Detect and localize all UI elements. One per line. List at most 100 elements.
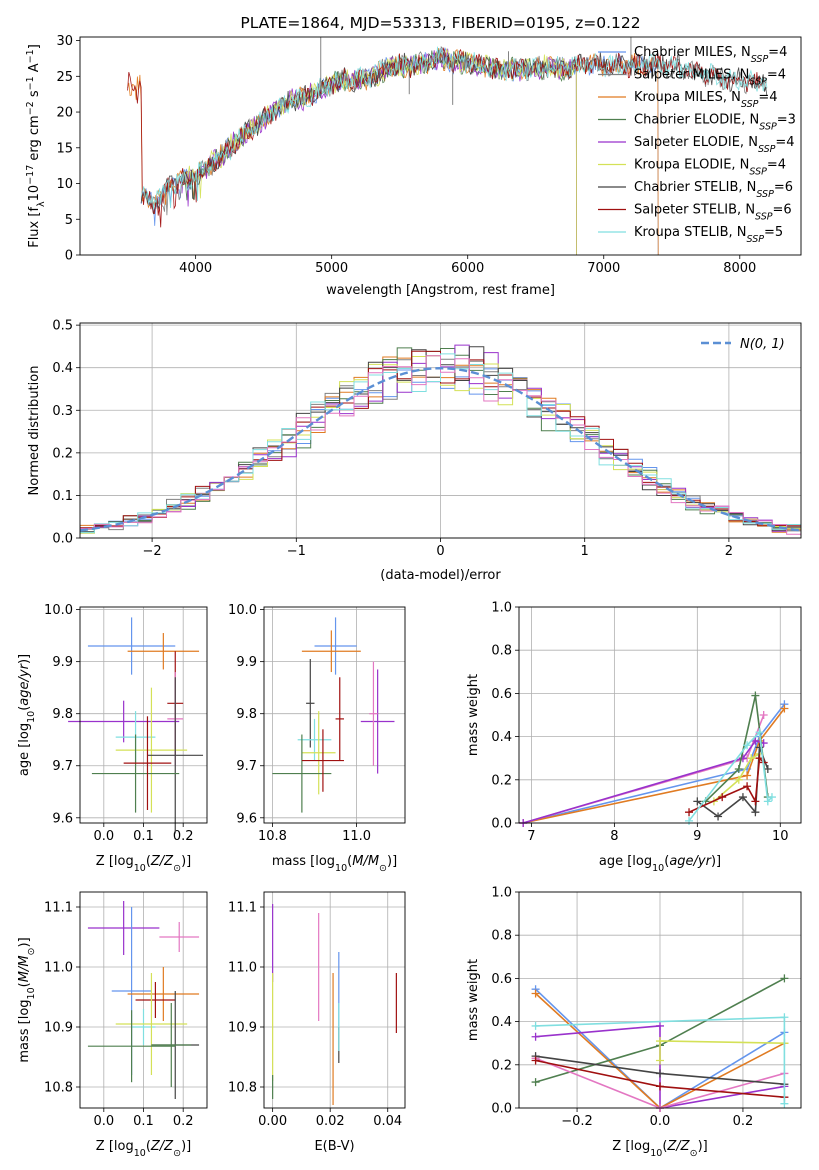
weight-marker xyxy=(759,711,768,719)
x-axis-label: (data-model)/error xyxy=(380,568,501,583)
y-tick-label: 0.3 xyxy=(52,404,73,419)
age_vs_Z-axes: 0.0 0.1 0.2 9.6 9.7 9.8 9.9 10.0 xyxy=(44,603,207,844)
y-tick-label: 9.9 xyxy=(236,655,257,670)
legend-entry: Chabrier ELODIE, NSSP=3 xyxy=(634,113,796,133)
y-tick-label: 0.0 xyxy=(491,1102,512,1117)
series-line-7 xyxy=(127,46,767,228)
weight-line xyxy=(688,756,765,813)
age_vs_Z-errorbars xyxy=(68,617,204,834)
weight-marker xyxy=(780,974,789,983)
chart-title: PLATE=1864, MJD=53313, FIBERID=0195, z=0… xyxy=(240,14,640,32)
weight-marker xyxy=(531,989,540,998)
y-tick-label: 10.0 xyxy=(228,603,257,618)
weight-marker xyxy=(751,736,760,745)
y-tick-label: 0.4 xyxy=(491,730,512,745)
x-tick-label: 0.2 xyxy=(173,829,194,844)
y-tick-label: 0.8 xyxy=(491,929,512,944)
weight-marker xyxy=(531,1078,540,1087)
weight-marker xyxy=(743,741,752,750)
legend-entry: Kroupa ELODIE, NSSP=4 xyxy=(634,158,786,178)
legend-entry: Salpeter STELIB, NSSP=6 xyxy=(634,203,792,223)
x-tick-label: 7000 xyxy=(587,261,620,276)
x-tick-label: 0.0 xyxy=(93,1114,114,1129)
weight-marker xyxy=(763,797,772,806)
spectrum-axes: 4000 5000 6000 7000 8000 0 5 10 15 20 25 30 xyxy=(56,34,756,276)
y-tick-label: 1.0 xyxy=(491,601,512,616)
y-tick-label: 11.0 xyxy=(44,961,73,976)
normal-curve xyxy=(80,366,801,532)
weight-marker xyxy=(755,743,764,752)
x-tick-label: −2 xyxy=(143,544,162,559)
y-tick-label: 9.6 xyxy=(236,811,257,826)
x-tick-label: 0.0 xyxy=(650,1114,671,1129)
x-tick-label: 8 xyxy=(610,829,618,844)
x-tick-label: 0 xyxy=(436,544,444,559)
weight-marker xyxy=(656,1037,664,1046)
weight-marker xyxy=(780,704,789,713)
x-tick-label: 0.00 xyxy=(258,1114,287,1129)
x-tick-label: 0.1 xyxy=(133,829,154,844)
legend-entry: Salpeter ELODIE, NSSP=4 xyxy=(634,135,795,155)
y-tick-label: 0.8 xyxy=(491,644,512,659)
x-tick-label: 5000 xyxy=(315,261,348,276)
legend-entry: N(0, 1) xyxy=(740,337,785,352)
y-axis-label: mass [log10(M/M⊙)] xyxy=(17,937,37,1062)
x-tick-label: 10.8 xyxy=(258,829,287,844)
legend: Chabrier MILES, NSSP=4 Salpeter MILES, NS… xyxy=(598,45,796,245)
y-tick-label: 9.7 xyxy=(52,759,73,774)
x-tick-label: 1 xyxy=(581,544,589,559)
x-tick-label: 6000 xyxy=(451,261,484,276)
y-tick-label: 20 xyxy=(56,106,73,121)
x-tick-label: 0.2 xyxy=(733,1114,754,1129)
weight_vs_age-frame xyxy=(518,606,802,824)
legend-entry: Kroupa MILES, NSSP=4 xyxy=(634,90,778,110)
age_vs_mass-errorbars xyxy=(272,617,395,813)
weight-line xyxy=(713,753,760,803)
weight-marker xyxy=(743,782,752,791)
weight-line xyxy=(522,739,764,824)
y-tick-label: 0.0 xyxy=(52,532,73,547)
weight-line xyxy=(522,703,786,824)
y-tick-label: 0.4 xyxy=(491,1015,512,1030)
legend-entry: Kroupa STELIB, NSSP=5 xyxy=(634,225,783,245)
x-axis-label: Z [log10(Z/Z⊙)] xyxy=(612,1139,707,1159)
series-line-5 xyxy=(181,47,577,255)
x-tick-label: 0.04 xyxy=(373,1114,402,1129)
x-tick-label: 9 xyxy=(693,829,701,844)
x-tick-label: 10 xyxy=(772,829,789,844)
histogram-step xyxy=(80,355,801,535)
weight-marker xyxy=(656,1069,664,1078)
y-tick-label: 9.8 xyxy=(52,707,73,722)
weight-marker xyxy=(656,1021,664,1030)
x-tick-label: 11.0 xyxy=(342,829,371,844)
x-axis-label: age [log10(age/yr)] xyxy=(599,854,721,874)
histograms xyxy=(80,344,801,536)
y-tick-label: 0.4 xyxy=(52,361,73,376)
mass_vs_ebv-axes: 0.00 0.02 0.04 10.8 10.9 11.0 11.1 xyxy=(228,892,405,1129)
weight_vs_Z-frame xyxy=(518,891,802,1109)
y-tick-label: 0.2 xyxy=(52,446,73,461)
weight-line xyxy=(535,1025,785,1109)
legend-entry: Chabrier MILES, NSSP=4 xyxy=(634,45,787,65)
y-tick-label: 0.2 xyxy=(491,773,512,788)
y-tick-label: 11.1 xyxy=(228,901,257,916)
x-axis-label: mass [log10(M/M⊙)] xyxy=(272,854,397,874)
y-axis-label: age [log10(age/yr)] xyxy=(17,654,37,776)
series-line-8 xyxy=(140,46,768,210)
normal-legend: N(0, 1) xyxy=(701,337,785,352)
y-tick-label: 30 xyxy=(56,34,73,49)
weight-marker xyxy=(755,728,764,737)
weight-marker xyxy=(763,765,772,773)
y-tick-label: 0.0 xyxy=(491,817,512,832)
mass_vs_ebv-errorbars xyxy=(272,904,397,1105)
y-tick-label: 5 xyxy=(65,213,73,228)
weight-line xyxy=(696,747,769,818)
mass_vs_Z-frame xyxy=(79,891,208,1109)
y-tick-label: 10.8 xyxy=(228,1081,257,1096)
y-tick-label: 10.0 xyxy=(44,603,73,618)
age_vs_mass-axes: 10.8 11.0 9.6 9.7 9.8 9.9 10.0 xyxy=(228,603,405,844)
y-tick-label: 0.5 xyxy=(52,319,73,334)
y-tick-label: 11.1 xyxy=(44,901,73,916)
age_vs_mass-frame xyxy=(263,606,406,824)
